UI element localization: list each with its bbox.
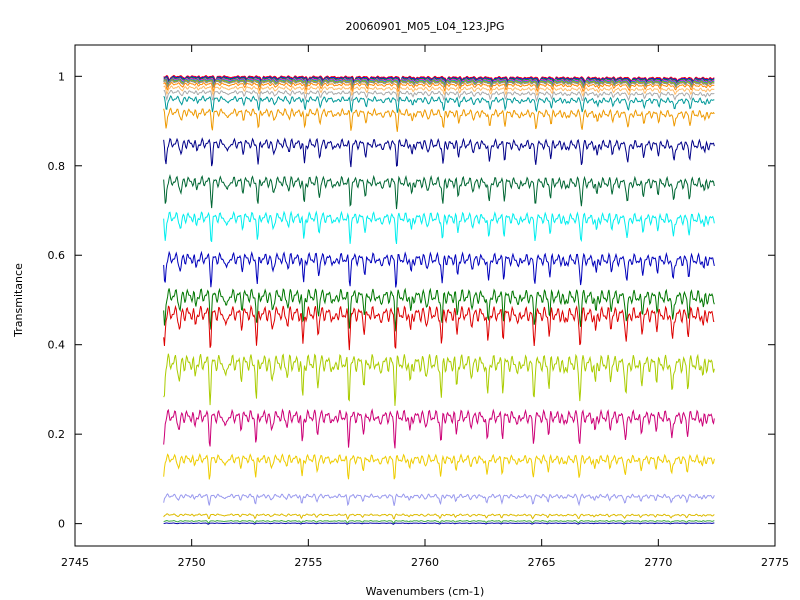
x-tick-label: 2765 [528,556,556,569]
series-line [163,287,715,332]
series-line [163,513,715,521]
series-line [163,304,715,351]
series-line [163,519,715,524]
series-line [163,75,715,84]
series-line [163,210,715,245]
series-line [163,79,715,90]
y-tick-label: 0.6 [48,249,66,262]
y-tick-label: 0.8 [48,160,66,173]
x-tick-label: 2755 [294,556,322,569]
series-line [163,174,715,210]
y-axis-ticks: 0 0.2 0.4 0.6 0.8 1 [48,70,775,531]
y-tick-label: 0.4 [48,339,66,352]
x-tick-label: 2775 [761,556,789,569]
series-line [163,94,715,114]
series-line [163,81,715,93]
series-line [163,353,715,406]
series-line [163,76,715,85]
x-axis-label: Wavenumbers (cm-1) [366,585,485,598]
chart-title: 20060901_M05_L04_123.JPG [346,20,505,33]
series-line [163,522,715,525]
series-line [163,408,715,449]
plot-frame [74,44,776,547]
series-line [163,89,715,103]
y-tick-label: 1 [58,70,65,83]
y-axis-label: Transmitance [12,263,25,338]
series-line [163,107,715,132]
series-group [163,74,715,525]
x-tick-label: 2750 [178,556,206,569]
series-line [163,250,715,288]
series-line [163,453,715,480]
x-axis-ticks: 2745 2750 2755 2760 2765 2770 2775 [61,45,789,569]
series-line [163,137,715,168]
series-line [163,85,715,98]
series-line [163,493,715,507]
y-tick-label: 0 [58,518,65,531]
x-tick-label: 2745 [61,556,89,569]
x-tick-label: 2770 [644,556,672,569]
y-tick-label: 0.2 [48,428,66,441]
x-tick-label: 2760 [411,556,439,569]
